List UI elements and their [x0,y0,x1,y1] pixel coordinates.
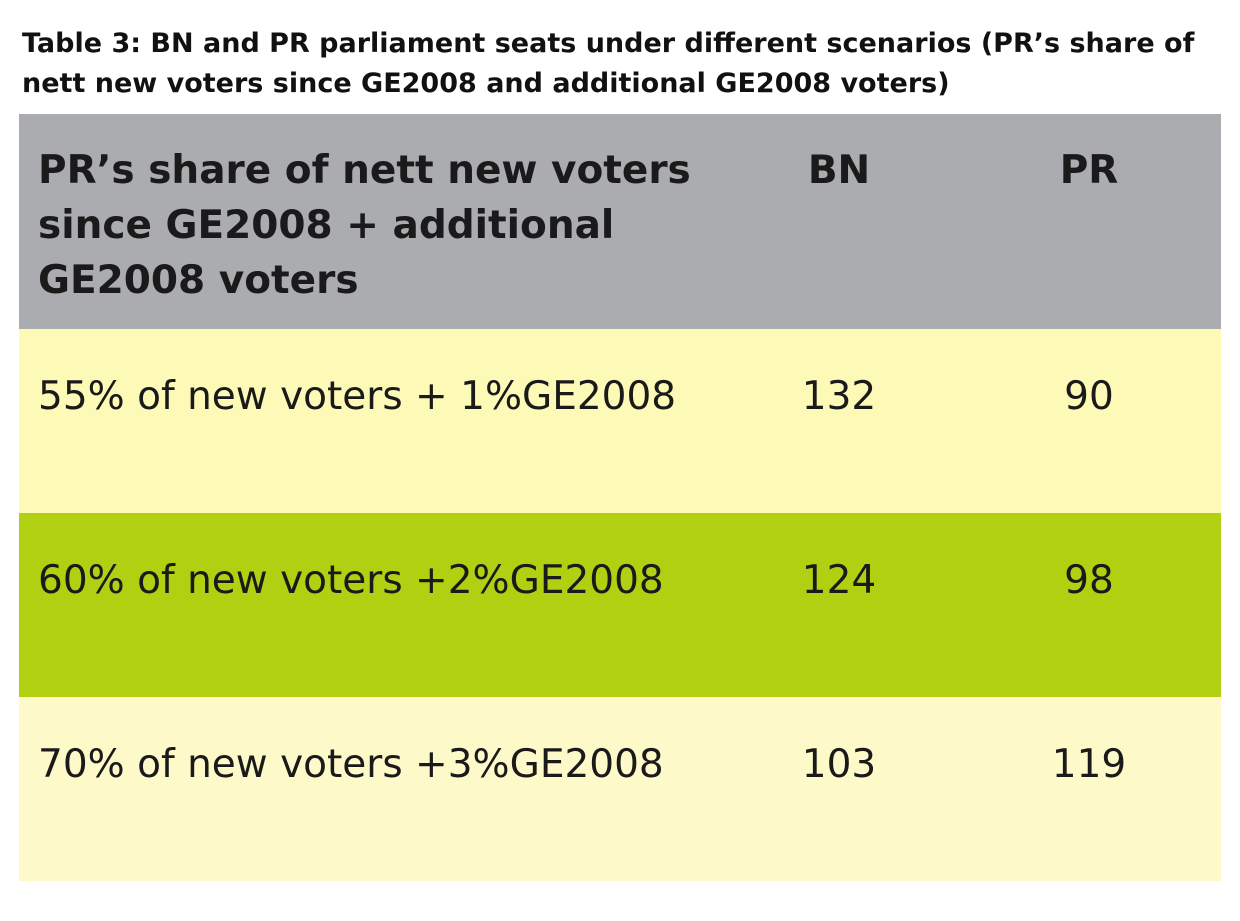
pr-seats-cell: 90 [1064,374,1114,419]
bn-seats-cell: 132 [801,374,877,419]
header-scenario: PR’s share of nett new voters since GE20… [38,148,691,303]
table-row: 60% of new voters +2%GE2008 124 98 [19,513,1221,697]
bn-seats-cell: 124 [801,558,877,603]
table-row: 70% of new voters +3%GE2008 103 119 [19,697,1221,881]
table-row: 55% of new voters + 1%GE2008 132 90 [19,329,1221,513]
table-header-row: PR’s share of nett new voters since GE20… [19,114,1221,329]
header-pr: PR [1059,148,1119,193]
bn-seats-cell: 103 [801,742,877,787]
scenario-cell: 55% of new voters + 1%GE2008 [38,374,677,419]
table-caption: Table 3: BN and PR parliament seats unde… [22,28,1195,99]
seats-table: PR’s share of nett new voters since GE20… [19,114,1221,881]
pr-seats-cell: 98 [1064,558,1114,603]
pr-seats-cell: 119 [1051,742,1127,787]
scenario-cell: 70% of new voters +3%GE2008 [38,742,664,787]
header-bn: BN [807,148,871,193]
scenario-cell: 60% of new voters +2%GE2008 [38,558,664,603]
